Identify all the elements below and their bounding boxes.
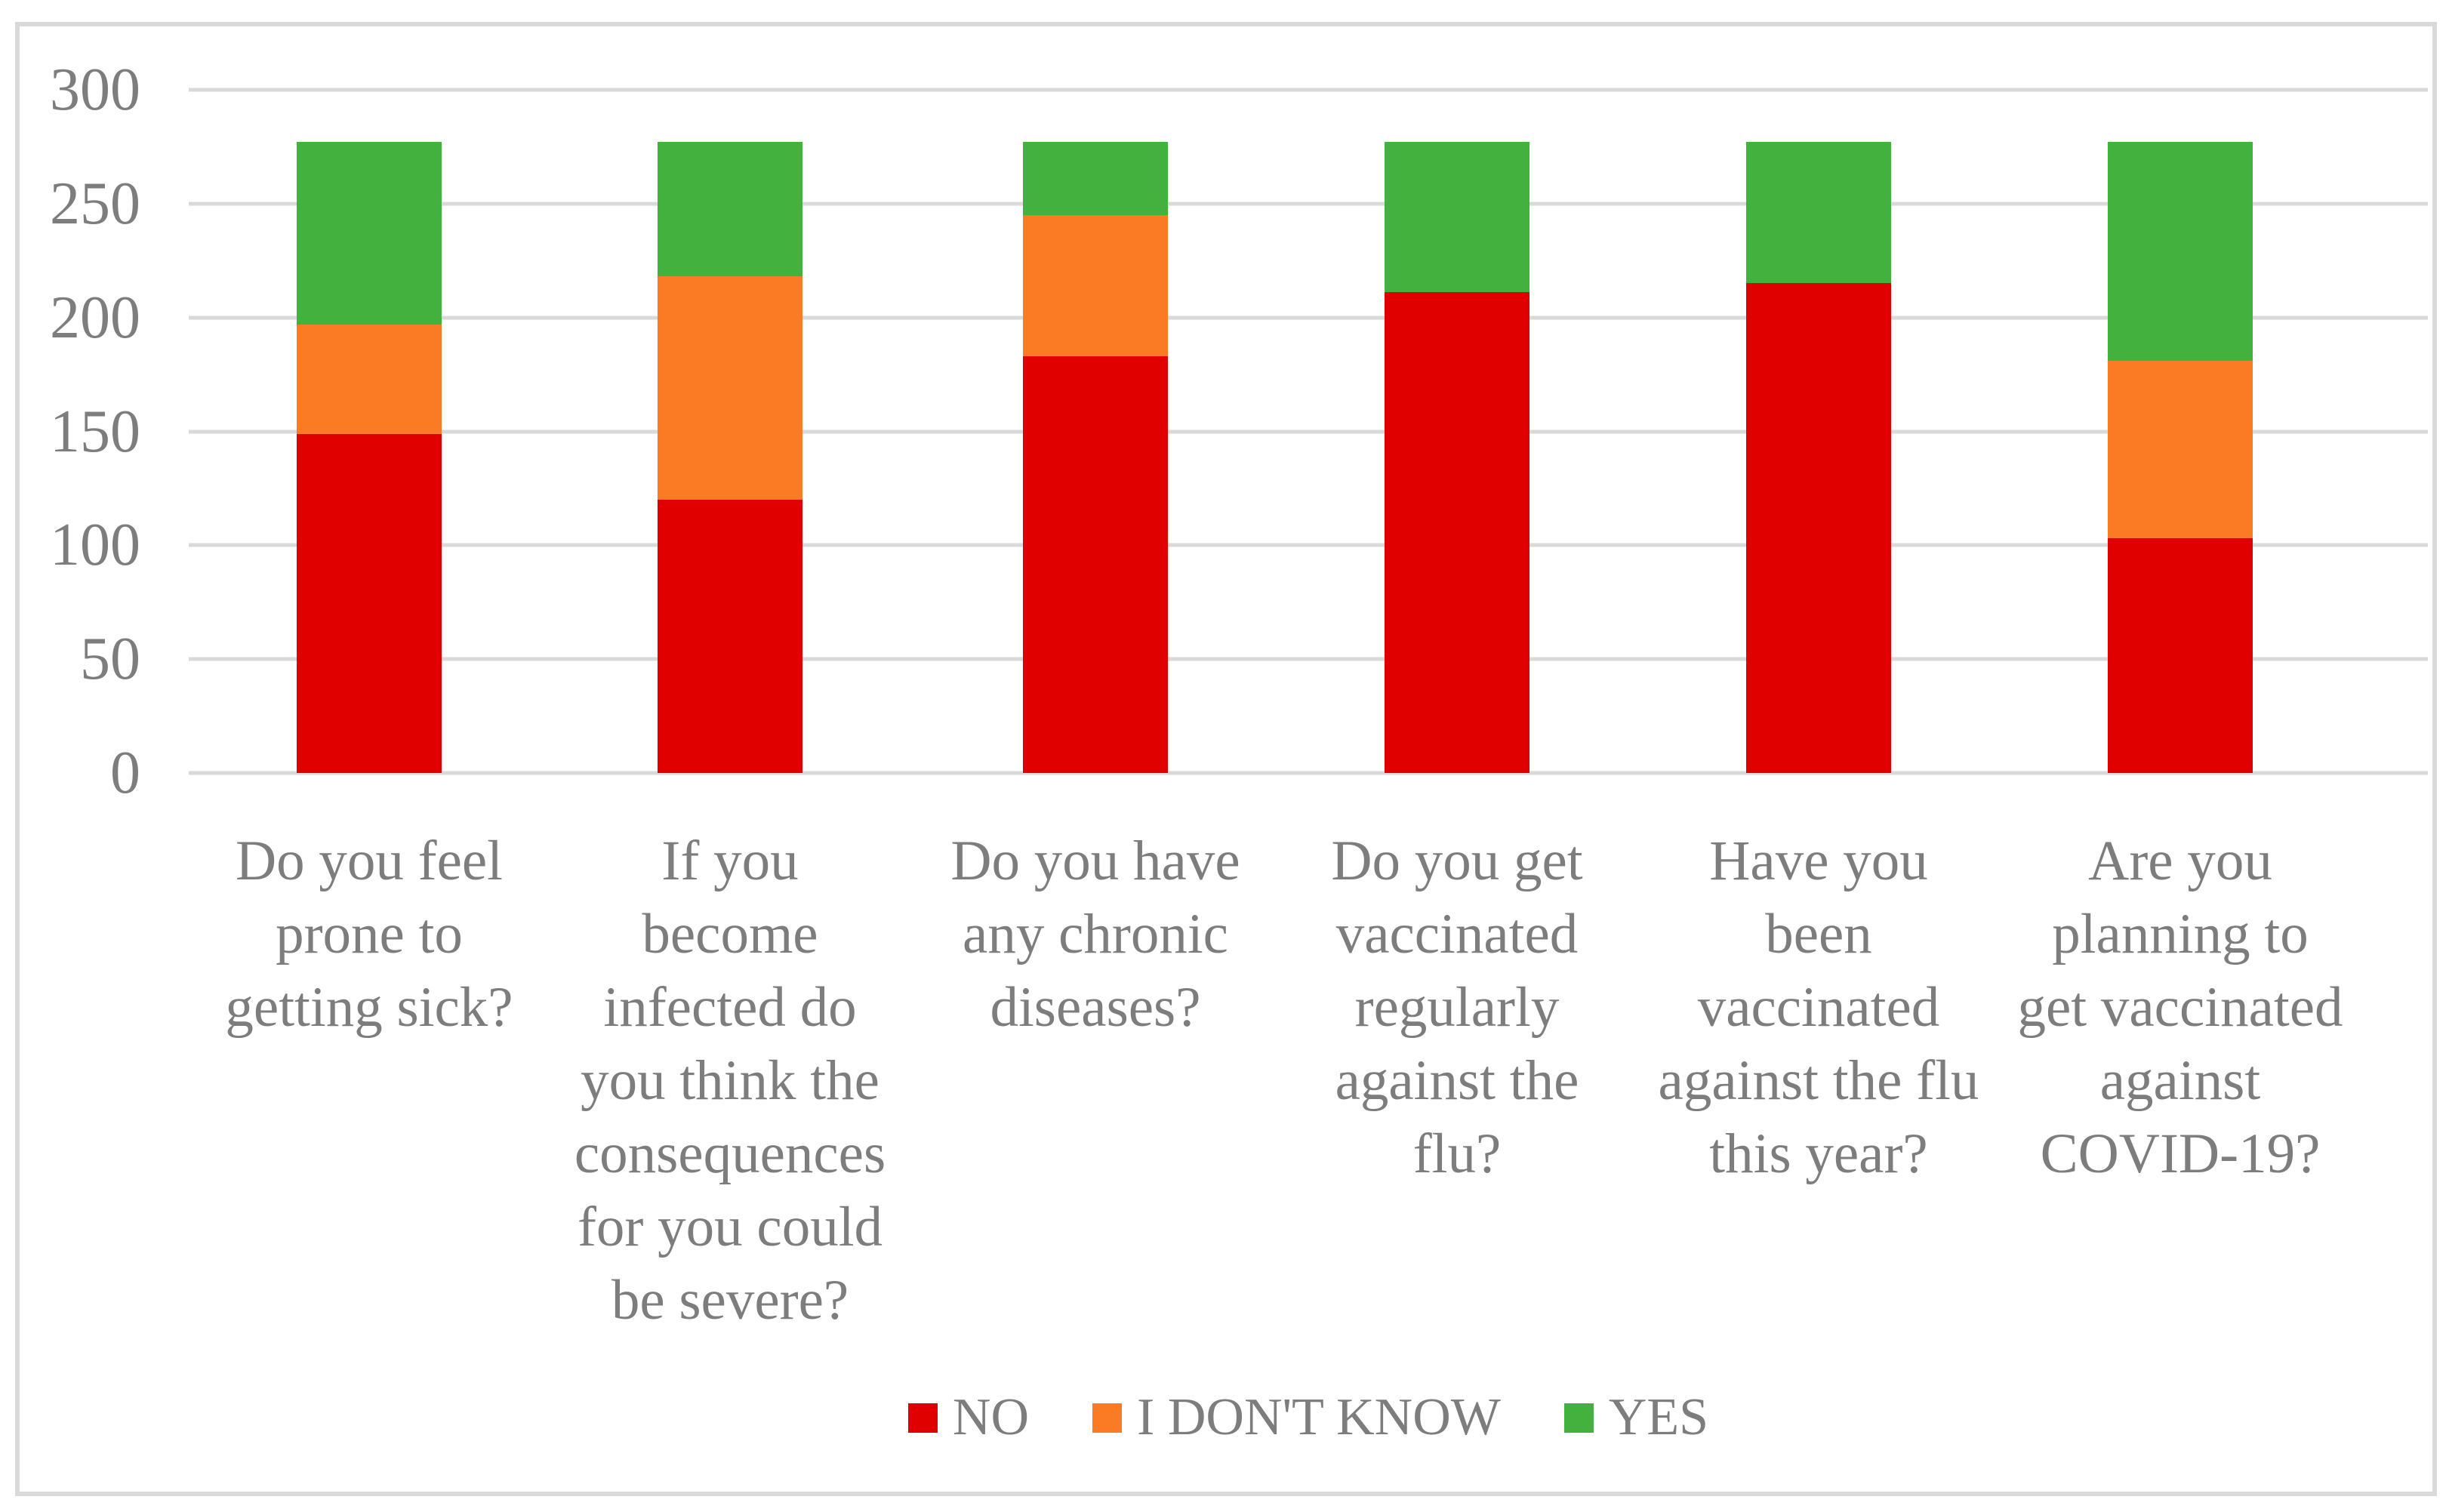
bar-segment-yes [297,142,442,325]
y-tick-label: 200 [50,284,140,351]
bar-segment-yes [1746,142,1891,284]
bar-segment-no [2108,538,2253,773]
gridline-300 [189,88,2428,92]
bar-segment-no [297,433,442,773]
gridline-50 [189,657,2428,661]
gridline-250 [189,202,2428,206]
legend-item-i-don-t-know: I DON'T KNOW [1092,1387,1501,1448]
bar-column-4 [1385,90,1529,773]
bar-segment-no [658,500,802,773]
x-axis: Do you feel prone to getting sick? If you… [189,824,2428,1368]
bar-segment-no [1385,292,1529,773]
x-category-label-2: If you become infected do you think the … [574,830,886,1332]
y-tick-label: 100 [50,512,140,579]
gridline-200 [189,316,2428,320]
y-tick-label: 50 [80,626,140,693]
legend-swatch-icon [1563,1403,1594,1433]
bar-segment-i-don-t-know [2108,361,2253,539]
gridline-100 [189,543,2428,547]
legend-swatch-icon [1092,1403,1123,1433]
plot-area: 300 250 200 150 100 50 0 Do you feel prone to … [50,60,2428,1446]
y-tick-label: 250 [50,170,140,237]
legend-swatch-icon [907,1403,938,1433]
bar-column-3 [1023,90,1168,773]
bar-segment-no [1023,356,1168,773]
x-category-label-4: Do you get vaccinated regularly against … [1331,830,1583,1185]
bar-column-6 [2108,90,2253,773]
bar-segment-i-don-t-know [1023,214,1168,356]
bar-segment-i-don-t-know [297,324,442,434]
bar-segment-yes [1023,142,1168,215]
legend: NO I DON'T KNOW YES [189,1387,2428,1448]
bar-segment-yes [658,142,802,277]
bar-column-1 [297,90,442,773]
bar-segment-no [1746,283,1891,773]
y-axis: 300 250 200 150 100 50 0 [0,60,140,803]
bar-column-5 [1746,90,1891,773]
legend-label: YES [1608,1388,1709,1446]
y-tick-label: 150 [50,398,140,465]
y-tick-label: 300 [50,57,140,123]
bar-segment-yes [1385,142,1529,293]
legend-item-no: NO [907,1387,1030,1448]
gridline-150 [189,430,2428,433]
bar-segment-i-don-t-know [658,276,802,500]
legend-label: I DON'T KNOW [1137,1388,1501,1446]
chart-frame: 300 250 200 150 100 50 0 Do you feel prone to … [15,22,2437,1496]
x-category-label-3: Do you have any chronic diseases? [950,830,1240,1039]
gridline-0 [189,771,2428,775]
x-category-label-5: Have you been vaccinated against the flu… [1658,830,1979,1185]
legend-item-yes: YES [1563,1387,1709,1448]
bar-segment-yes [2108,142,2253,361]
x-category-label-6: Are you planning to get vaccinated again… [2017,830,2343,1185]
y-tick-label: 0 [110,740,140,806]
x-category-label-1: Do you feel prone to getting sick? [225,830,513,1039]
legend-label: NO [952,1388,1030,1446]
bar-column-2 [658,90,802,773]
